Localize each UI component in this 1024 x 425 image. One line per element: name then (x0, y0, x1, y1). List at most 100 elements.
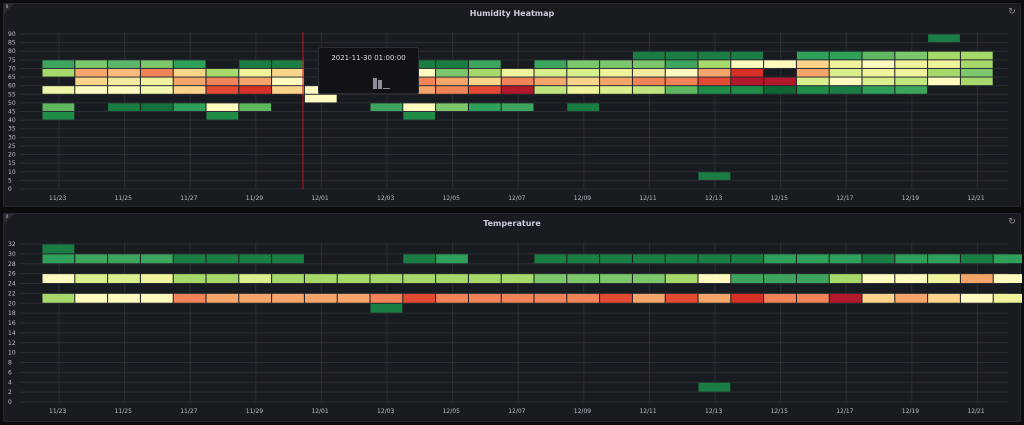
heatmap-cell[interactable] (665, 293, 698, 303)
heatmap-cell[interactable] (895, 60, 928, 68)
heatmap-cell[interactable] (862, 51, 895, 60)
heatmap-cell[interactable] (698, 77, 731, 86)
heatmap-cell[interactable] (140, 86, 173, 94)
heatmap-cell[interactable] (42, 244, 75, 254)
heatmap-cell[interactable] (698, 254, 731, 264)
heatmap-cell[interactable] (42, 254, 75, 264)
heatmap-cell[interactable] (75, 86, 108, 94)
heatmap-cell[interactable] (140, 254, 173, 264)
heatmap-cell[interactable] (140, 77, 173, 86)
heatmap-cell[interactable] (272, 86, 304, 94)
heatmap-cell[interactable] (567, 274, 600, 283)
info-icon[interactable]: i (4, 214, 14, 224)
heatmap-cell[interactable] (403, 112, 436, 120)
heatmap-cell[interactable] (567, 86, 600, 94)
refresh-icon[interactable]: ↻ (1008, 7, 1016, 17)
heatmap-cell[interactable] (600, 86, 632, 94)
heatmap-cell[interactable] (960, 60, 993, 68)
heatmap-cell[interactable] (567, 254, 600, 264)
heatmap-cell[interactable] (42, 274, 75, 283)
heatmap-cell[interactable] (698, 172, 731, 180)
heatmap-cell[interactable] (928, 274, 960, 283)
heatmap-cell[interactable] (764, 254, 796, 264)
heatmap-cell[interactable] (567, 103, 600, 111)
heatmap-cell[interactable] (239, 68, 272, 77)
heatmap-cell[interactable] (928, 293, 960, 303)
heatmap-cell[interactable] (370, 293, 403, 303)
heatmap-cell[interactable] (796, 77, 829, 86)
heatmap-cell[interactable] (829, 77, 862, 86)
heatmap-cell[interactable] (173, 60, 206, 68)
heatmap-cell[interactable] (108, 86, 140, 94)
heatmap-cell[interactable] (665, 254, 698, 264)
heatmap-cell[interactable] (468, 103, 501, 111)
heatmap-cell[interactable] (272, 293, 304, 303)
heatmap-cell[interactable] (75, 293, 108, 303)
heatmap-cell[interactable] (501, 68, 534, 77)
heatmap-cell[interactable] (140, 274, 173, 283)
heatmap-cell[interactable] (239, 274, 272, 283)
heatmap-cell[interactable] (829, 86, 862, 94)
heatmap-cell[interactable] (468, 274, 501, 283)
heatmap-cell[interactable] (436, 68, 468, 77)
heatmap-cell[interactable] (403, 86, 436, 94)
heatmap-cell[interactable] (698, 51, 731, 60)
heatmap-cell[interactable] (698, 60, 731, 68)
heatmap-cell[interactable] (698, 293, 731, 303)
heatmap-cell[interactable] (239, 77, 272, 86)
heatmap-cell[interactable] (436, 60, 468, 68)
heatmap-cell[interactable] (960, 77, 993, 86)
heatmap-cell[interactable] (534, 86, 567, 94)
heatmap-cell[interactable] (173, 293, 206, 303)
heatmap-cell[interactable] (75, 274, 108, 283)
heatmap-cell[interactable] (862, 274, 895, 283)
heatmap-cell[interactable] (403, 254, 436, 264)
heatmap-cell[interactable] (731, 86, 764, 94)
heatmap-cell[interactable] (632, 60, 665, 68)
heatmap-cell[interactable] (632, 86, 665, 94)
heatmap-cell[interactable] (75, 60, 108, 68)
heatmap-cell[interactable] (534, 77, 567, 86)
refresh-icon[interactable]: ↻ (1008, 217, 1016, 227)
panel-title[interactable]: Temperature (483, 219, 541, 228)
heatmap-cell[interactable] (895, 86, 928, 94)
heatmap-cell[interactable] (239, 60, 272, 68)
heatmap-cell[interactable] (436, 103, 468, 111)
heatmap-cell[interactable] (42, 293, 75, 303)
heatmap-cell[interactable] (436, 274, 468, 283)
heatmap-cell[interactable] (140, 103, 173, 111)
heatmap-cell[interactable] (632, 274, 665, 283)
heatmap-cell[interactable] (632, 293, 665, 303)
heatmap-cell[interactable] (731, 60, 764, 68)
heatmap-cell[interactable] (140, 68, 173, 77)
heatmap-cell[interactable] (337, 274, 370, 283)
heatmap-cell[interactable] (928, 254, 960, 264)
heatmap-cell[interactable] (108, 60, 140, 68)
heatmap-cell[interactable] (764, 77, 796, 86)
heatmap-cell[interactable] (731, 254, 764, 264)
heatmap-cell[interactable] (403, 68, 436, 77)
heatmap-cell[interactable] (862, 77, 895, 86)
heatmap-cell[interactable] (501, 86, 534, 94)
heatmap-cell[interactable] (993, 293, 1022, 303)
heatmap-cell[interactable] (862, 293, 895, 303)
heatmap-cell[interactable] (239, 293, 272, 303)
heatmap-cell[interactable] (960, 51, 993, 60)
heatmap-cell[interactable] (993, 274, 1022, 283)
heatmap-cell[interactable] (796, 60, 829, 68)
heatmap-cell[interactable] (173, 68, 206, 77)
heatmap-cell[interactable] (206, 77, 239, 86)
heatmap-cell[interactable] (42, 112, 75, 120)
heatmap-cell[interactable] (75, 77, 108, 86)
heatmap-cell[interactable] (403, 60, 436, 68)
heatmap-cell[interactable] (206, 103, 239, 111)
heatmap-cell[interactable] (698, 274, 731, 283)
heatmap-cell[interactable] (436, 86, 468, 94)
heatmap-cell[interactable] (764, 293, 796, 303)
heatmap-cell[interactable] (928, 60, 960, 68)
heatmap-cell[interactable] (42, 68, 75, 77)
heatmap-cell[interactable] (272, 60, 304, 68)
heatmap-cell[interactable] (796, 51, 829, 60)
heatmap-cell[interactable] (698, 382, 731, 392)
heatmap-cell[interactable] (534, 293, 567, 303)
